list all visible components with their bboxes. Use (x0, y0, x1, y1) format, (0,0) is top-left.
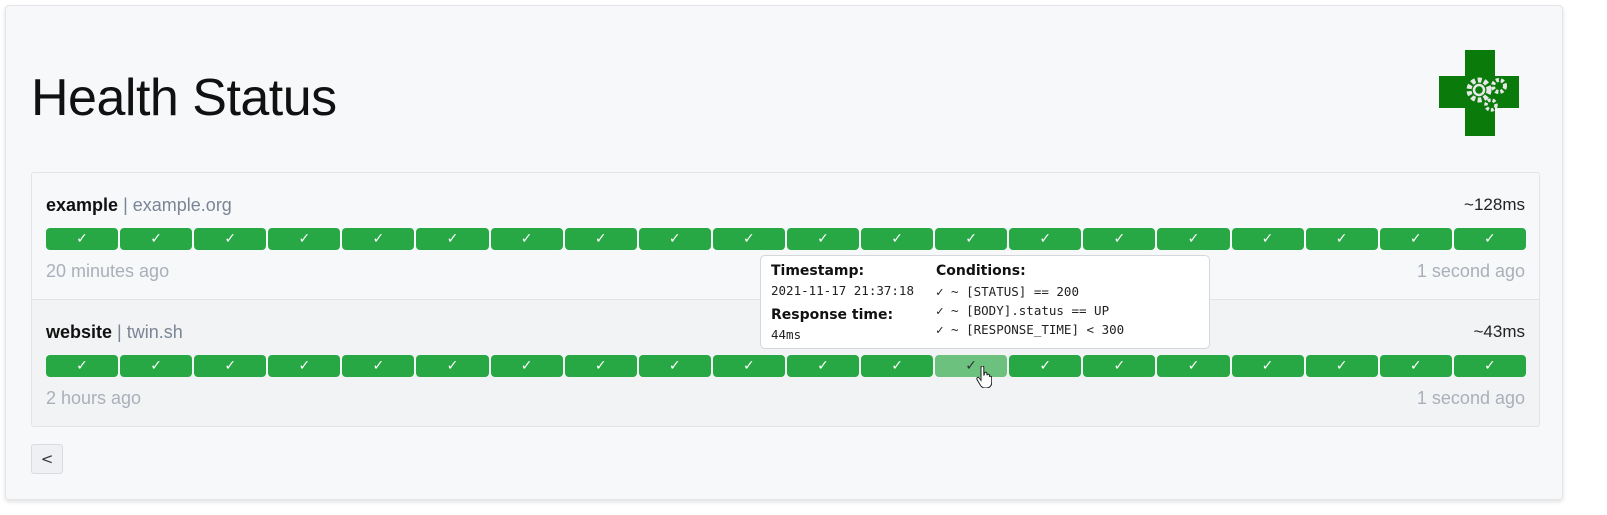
result-bar[interactable]: ✓ (1231, 228, 1304, 250)
newest-result-time: 1 second ago (1416, 388, 1525, 408)
result-bar[interactable]: ✓ (861, 355, 934, 377)
service-name[interactable]: example (46, 195, 119, 215)
result-bar[interactable]: ✓ (416, 355, 489, 377)
result-bar[interactable]: ✓ (342, 355, 415, 377)
hand-cursor-icon (976, 366, 992, 388)
result-bar[interactable]: ✓ (46, 355, 119, 377)
result-bar[interactable]: ✓ (1453, 228, 1526, 250)
result-bar[interactable]: ✓ (1009, 355, 1082, 377)
result-bar[interactable]: ✓ (342, 228, 415, 250)
condition-item: ✓ ~ [RESPONSE_TIME] < 300 (936, 322, 1125, 337)
page-title: Health Status (31, 69, 337, 127)
result-bar[interactable]: ✓ (1379, 228, 1452, 250)
newest-result-time: 1 second ago (1416, 261, 1525, 281)
result-bar[interactable]: ✓ (1231, 355, 1304, 377)
result-bar[interactable]: ✓ (1009, 228, 1082, 250)
separator: | (117, 322, 122, 342)
result-bar[interactable]: ✓ (712, 228, 785, 250)
service-title: website | twin.sh (46, 322, 183, 343)
service-host: twin.sh (126, 322, 183, 342)
result-bar[interactable]: ✓ (1305, 228, 1378, 250)
result-tooltip: Timestamp: 2021-11-17 21:37:18 Response … (760, 255, 1210, 349)
service-title: example | example.org (46, 195, 232, 216)
result-bars: ✓ ✓ ✓ ✓ ✓ ✓ ✓ ✓ ✓ ✓ ✓ ✓ ✓ ✓ ✓ ✓ ✓ ✓ ✓ ✓ (46, 355, 1526, 377)
result-bar[interactable]: ✓ (1157, 228, 1230, 250)
condition-item: ✓ ~ [BODY].status == UP (936, 303, 1110, 318)
result-bars: ✓ ✓ ✓ ✓ ✓ ✓ ✓ ✓ ✓ ✓ ✓ ✓ ✓ ✓ ✓ ✓ ✓ ✓ ✓ ✓ (46, 228, 1526, 250)
result-bar[interactable]: ✓ (712, 355, 785, 377)
timestamp-value: 2021-11-17 21:37:18 (771, 283, 914, 298)
result-bar[interactable]: ✓ (935, 355, 1008, 377)
result-bar[interactable]: ✓ (194, 228, 267, 250)
result-bar[interactable]: ✓ (268, 355, 341, 377)
result-bar[interactable]: ✓ (194, 355, 267, 377)
previous-page-button[interactable]: < (31, 444, 63, 474)
result-bar[interactable]: ✓ (490, 355, 563, 377)
service-name[interactable]: website (46, 322, 113, 342)
result-bar[interactable]: ✓ (490, 228, 563, 250)
oldest-result-time: 2 hours ago (46, 388, 142, 408)
service-host: example.org (132, 195, 232, 215)
average-response-time: ~128ms (1464, 195, 1525, 214)
result-bar[interactable]: ✓ (46, 228, 119, 250)
response-time-label: Response time: (771, 307, 894, 323)
result-bar[interactable]: ✓ (268, 228, 341, 250)
result-bar[interactable]: ✓ (1453, 355, 1526, 377)
result-bar[interactable]: ✓ (1305, 355, 1378, 377)
result-bar[interactable]: ✓ (1157, 355, 1230, 377)
result-bar[interactable]: ✓ (786, 355, 860, 377)
separator: | (123, 195, 128, 215)
tooltip-conditions: Conditions: ✓ ~ [STATUS] == 200 ✓ ~ [BOD… (936, 263, 1124, 341)
result-bar[interactable]: ✓ (638, 228, 711, 250)
result-bar[interactable]: ✓ (786, 228, 860, 250)
page-container: Health Status example | example.org ~128… (5, 5, 1563, 500)
average-response-time: ~43ms (1473, 322, 1526, 341)
conditions-label: Conditions: (936, 263, 1026, 279)
timestamp-label: Timestamp: (771, 263, 865, 279)
result-bar[interactable]: ✓ (935, 228, 1008, 250)
result-bar[interactable]: ✓ (564, 228, 637, 250)
health-gears-logo (1439, 50, 1519, 136)
oldest-result-time: 20 minutes ago (46, 261, 170, 281)
result-bar[interactable]: ✓ (1083, 228, 1156, 250)
tooltip-details: Timestamp: 2021-11-17 21:37:18 Response … (771, 263, 914, 342)
result-bar[interactable]: ✓ (1379, 355, 1452, 377)
result-bar[interactable]: ✓ (564, 355, 637, 377)
response-time-value: 44ms (771, 327, 802, 342)
result-bar[interactable]: ✓ (120, 355, 193, 377)
result-bar[interactable]: ✓ (861, 228, 934, 250)
result-bar[interactable]: ✓ (1083, 355, 1156, 377)
result-bar[interactable]: ✓ (416, 228, 489, 250)
condition-item: ✓ ~ [STATUS] == 200 (936, 284, 1079, 299)
result-bar[interactable]: ✓ (120, 228, 193, 250)
result-bar[interactable]: ✓ (638, 355, 711, 377)
